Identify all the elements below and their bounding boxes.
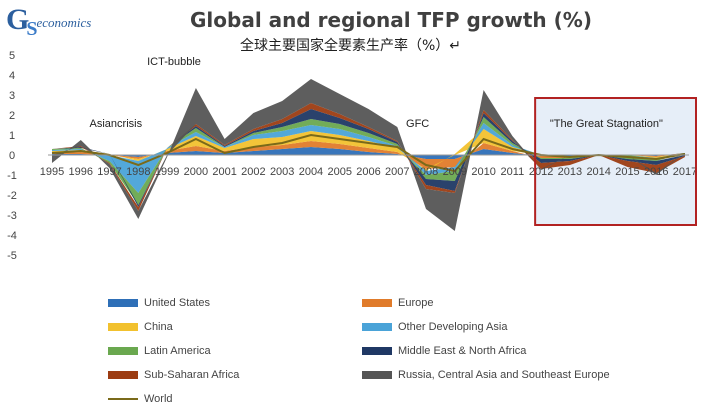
y-tick-label: -2 <box>7 190 17 202</box>
x-tick-label: 2009 <box>443 166 467 178</box>
logo-wordmark: economics <box>36 15 92 30</box>
annotation-label: GFC <box>406 118 429 130</box>
x-tick-label: 2002 <box>241 166 265 178</box>
x-tick-label: 1995 <box>40 166 64 178</box>
annotation-label: Asiancrisis <box>90 118 143 130</box>
x-tick-label: 1997 <box>97 166 121 178</box>
y-tick-label: 5 <box>9 50 15 62</box>
line-world <box>51 133 686 173</box>
annotation-label: ICT-bubble <box>147 56 201 68</box>
x-tick-label: 2005 <box>327 166 351 178</box>
x-tick-label: 2014 <box>586 166 610 178</box>
y-tick-label: -5 <box>7 250 17 262</box>
x-tick-label: 2016 <box>644 166 668 178</box>
y-tick-label: 1 <box>9 130 15 142</box>
x-tick-label: 2017 <box>673 166 697 178</box>
x-tick-label: 2013 <box>558 166 582 178</box>
x-tick-label: 2010 <box>471 166 495 178</box>
area-russia-central-asia-and-southeast-europe <box>52 79 685 231</box>
x-tick-label: 1998 <box>126 166 150 178</box>
x-tick-label: 2001 <box>212 166 236 178</box>
x-tick-label: 1999 <box>155 166 179 178</box>
y-tick-label: 3 <box>9 90 15 102</box>
y-tick-label: -1 <box>7 170 17 182</box>
x-tick-label: 2004 <box>299 166 323 178</box>
annotation-label: "The Great Stagnation" <box>550 118 663 130</box>
logo-mark: GS <box>6 2 38 40</box>
area-latin-america <box>52 117 685 205</box>
y-tick-label: -4 <box>7 230 17 242</box>
y-tick-label: 4 <box>9 70 15 82</box>
highlight-border <box>534 97 697 226</box>
x-tick-label: 2011 <box>501 166 525 178</box>
chart-subtitle: 全球主要国家全要素生产率（%）↵ <box>240 38 462 54</box>
x-tick-label: 2000 <box>184 166 208 178</box>
x-tick-label: 1996 <box>69 166 93 178</box>
area-united-states <box>52 147 685 159</box>
x-tick-label: 2015 <box>615 166 639 178</box>
x-tick-label: 2006 <box>356 166 380 178</box>
y-tick-label: 2 <box>9 110 15 122</box>
y-tick-label: -3 <box>7 210 17 222</box>
x-tick-label: 2008 <box>414 166 438 178</box>
chart-title: Global and regional TFP growth (%) <box>190 8 592 32</box>
area-other-developing-asia <box>52 123 685 193</box>
x-tick-label: 2007 <box>385 166 409 178</box>
gs-economics-logo: GS economics <box>6 2 92 40</box>
y-tick-label: 0 <box>9 150 15 162</box>
x-tick-label: 2012 <box>529 166 553 178</box>
x-tick-label: 2003 <box>270 166 294 178</box>
